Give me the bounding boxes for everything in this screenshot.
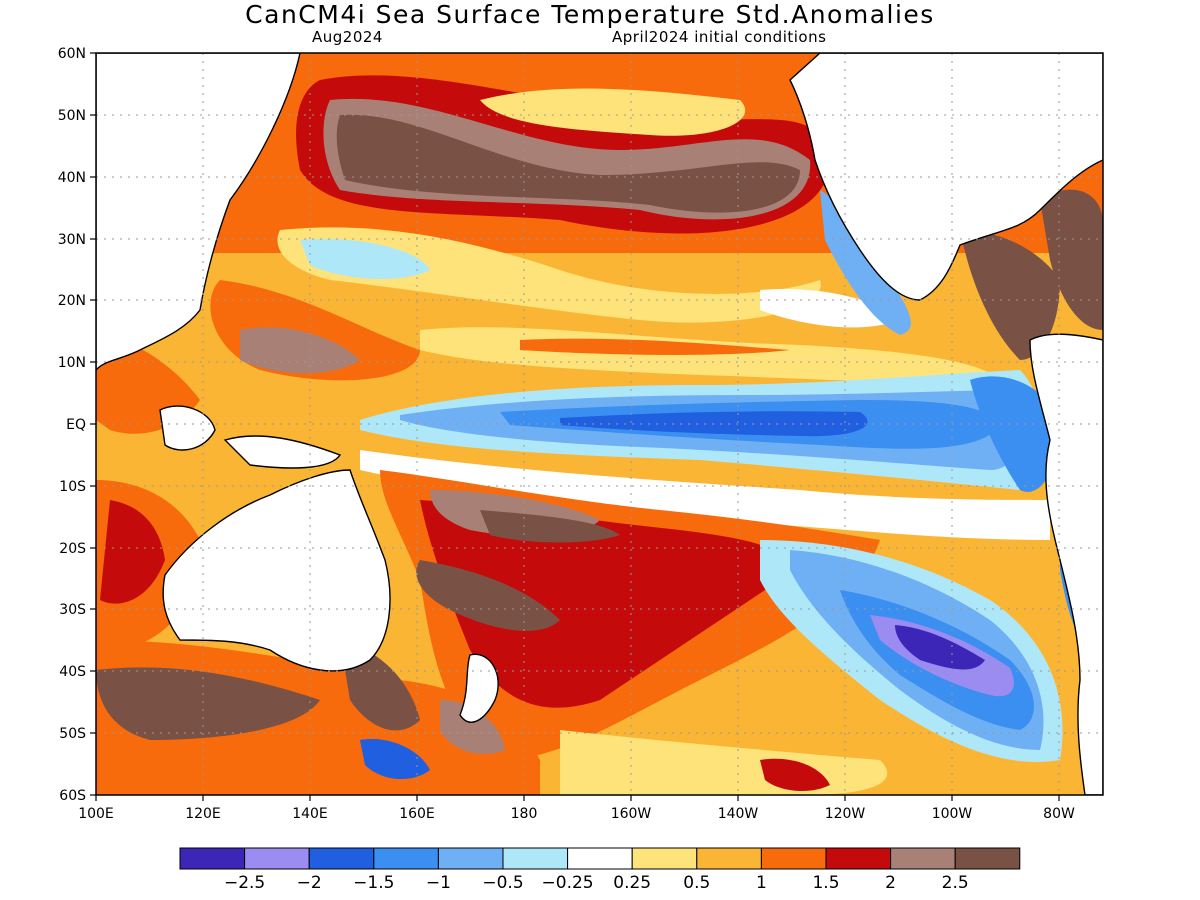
color-bar-swatch — [308, 847, 375, 870]
color-bar-swatch — [373, 847, 439, 870]
lon-label: 80W — [1043, 806, 1075, 822]
lat-label: 60S — [59, 788, 86, 804]
initial-conditions: April2024 initial conditions — [612, 28, 827, 46]
lat-label: 20N — [58, 293, 86, 309]
color-bar-swatch — [890, 847, 956, 870]
lat-label: 10N — [58, 355, 86, 371]
lon-label: 160W — [611, 806, 652, 822]
lat-label: 50N — [58, 108, 86, 124]
lat-label: 40N — [58, 170, 86, 186]
color-bar: −2.5 −2 −1.5 −1 −0.5 −0.25 0.25 0.5 1 1.5 2 2.5 — [179, 847, 1021, 893]
color-bar-label: 1 — [756, 873, 767, 893]
color-bar-swatch — [244, 847, 310, 870]
axis-ticks — [90, 52, 1060, 801]
lat-label: 50S — [59, 726, 86, 742]
lat-label: 40S — [59, 664, 86, 680]
color-bar-swatch — [825, 847, 892, 870]
color-bar-label: −1 — [426, 873, 451, 893]
color-bar-swatch — [502, 847, 569, 870]
color-bar-swatch — [437, 847, 504, 870]
color-bar-label: −2 — [297, 873, 322, 893]
lat-label: EQ — [66, 417, 86, 433]
color-bar-swatch — [954, 847, 1021, 870]
lon-label: 140E — [292, 806, 328, 822]
color-bar-label: 1.5 — [812, 873, 839, 893]
latitude-labels: 60N 50N 40N 30N 20N 10N EQ 10S 20S 30S 4… — [58, 46, 86, 804]
lat-label: 30N — [58, 232, 86, 248]
color-bar-swatch — [696, 847, 762, 870]
color-bar-label: −1.5 — [353, 873, 394, 893]
color-bar-swatch — [567, 847, 633, 870]
color-bar-swatch — [760, 847, 827, 870]
lon-label: 100W — [932, 806, 973, 822]
lon-label: 160E — [399, 806, 435, 822]
color-bar-label: −0.5 — [482, 873, 523, 893]
map-title: CanCM4i Sea Surface Temperature Std.Anom… — [245, 0, 935, 29]
color-bar-label: 0.25 — [613, 873, 651, 893]
lon-label: 140W — [718, 806, 759, 822]
lat-label: 60N — [58, 46, 86, 62]
lon-label: 180 — [511, 806, 538, 822]
color-bar-label: 2 — [885, 873, 896, 893]
coastlines — [96, 53, 1103, 795]
lon-label: 120E — [185, 806, 221, 822]
color-bar-label: 2.5 — [942, 873, 969, 893]
color-bar-swatch — [631, 847, 698, 870]
anomaly-field — [96, 53, 1103, 795]
lat-label: 20S — [59, 541, 86, 557]
color-bar-swatch — [179, 847, 246, 870]
color-bar-label: 0.5 — [683, 873, 710, 893]
lat-label: 30S — [59, 602, 86, 618]
lat-label: 10S — [59, 479, 86, 495]
color-bar-label: −0.25 — [542, 873, 594, 893]
forecast-month: Aug2024 — [312, 28, 383, 46]
lon-label: 120W — [825, 806, 866, 822]
lon-label: 100E — [78, 806, 114, 822]
color-bar-label: −2.5 — [224, 873, 265, 893]
longitude-labels: 100E 120E 140E 160E 180 160W 140W 120W 1… — [78, 806, 1075, 822]
